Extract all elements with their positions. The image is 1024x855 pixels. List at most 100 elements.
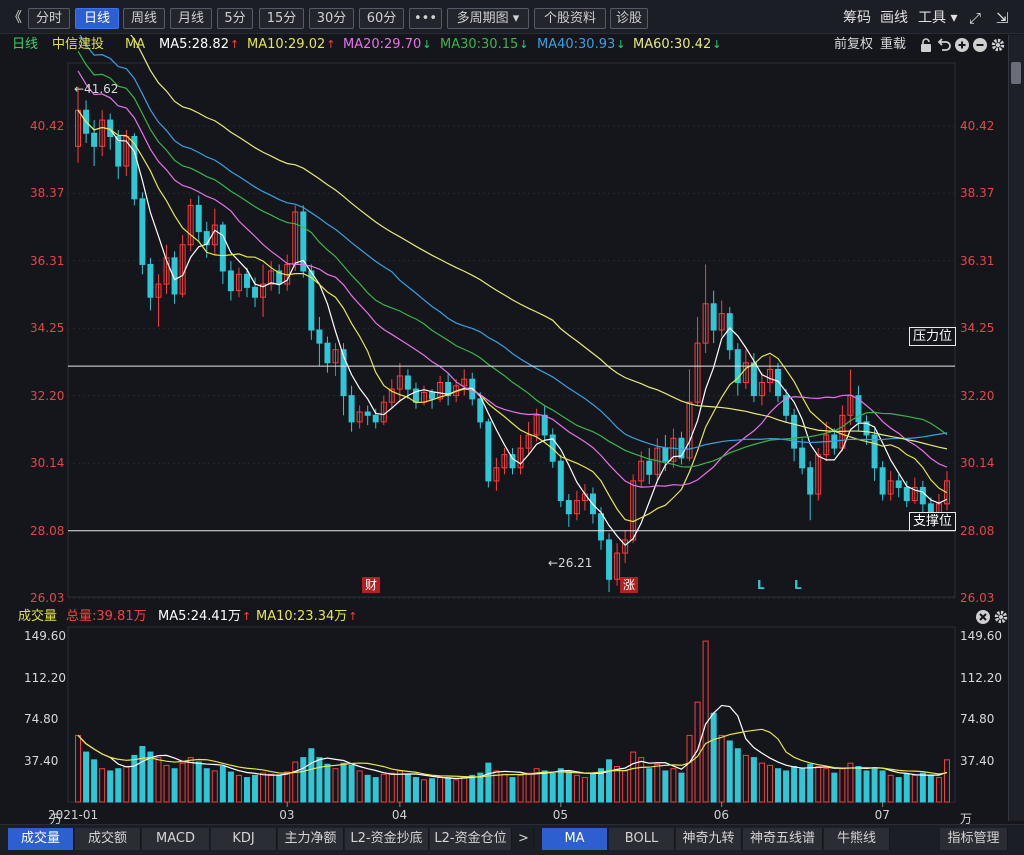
fullscreen-icon[interactable]: ⤢ xyxy=(969,9,982,27)
signal-marker-l2[interactable]: L xyxy=(794,578,802,592)
period-button-daily[interactable]: 日线 xyxy=(75,8,119,29)
candle-body xyxy=(396,375,403,390)
period-button-5min[interactable]: 5分 xyxy=(217,8,253,29)
volume-settings-gear-icon[interactable] xyxy=(993,609,1009,625)
tab-l2-bottom-fishing[interactable]: L2-资金抄底 xyxy=(345,828,429,850)
candle-body xyxy=(485,421,492,482)
tab-indicator-manage[interactable]: 指标管理 xyxy=(940,828,1008,850)
tab-turnover[interactable]: 成交额 xyxy=(75,828,141,850)
ma5-line xyxy=(77,109,948,547)
volume-bar xyxy=(477,772,484,803)
side-panel-handle[interactable] xyxy=(1011,62,1021,84)
lock-icon[interactable] xyxy=(918,37,934,53)
candle-body xyxy=(525,434,532,449)
draw-line-button[interactable]: 画线 xyxy=(880,10,908,26)
candle-body xyxy=(895,480,902,488)
settings-gear-icon[interactable] xyxy=(990,37,1006,53)
legend-ma60: MA60:30.42↓ xyxy=(633,37,722,52)
volume-bar xyxy=(195,761,202,803)
candle-body xyxy=(195,204,202,233)
volume-bar xyxy=(815,765,822,803)
volume-bar xyxy=(461,777,468,803)
period-button-monthly[interactable]: 月线 xyxy=(170,8,212,29)
volume-bar xyxy=(589,773,596,803)
signal-marker-l1[interactable]: L xyxy=(757,578,765,592)
period-button-60min[interactable]: 60分 xyxy=(359,8,404,29)
close-volume-icon[interactable] xyxy=(975,609,991,625)
period-button-intraday[interactable]: 分时 xyxy=(28,8,70,29)
candle-body xyxy=(815,454,822,495)
zoom-in-icon[interactable] xyxy=(954,37,970,53)
chip-distribution-button[interactable]: 筹码 xyxy=(843,10,871,26)
resistance-label: 压力位 xyxy=(909,327,957,346)
multi-period-dropdown[interactable]: 多周期图 ▾ xyxy=(447,8,529,29)
tools-dropdown[interactable]: 工具 ▾ xyxy=(918,10,958,26)
tab-macd[interactable]: MACD xyxy=(142,828,210,850)
candle-body xyxy=(750,362,757,397)
volume-bar xyxy=(565,770,572,803)
volume-bar xyxy=(99,768,106,803)
tab-kdj[interactable]: KDJ xyxy=(211,828,277,850)
diagnose-button[interactable]: 诊股 xyxy=(610,8,648,29)
candle-body xyxy=(252,286,259,298)
candle-body xyxy=(903,486,910,502)
volume-bar xyxy=(541,770,548,803)
tab-l2-position[interactable]: L2-资金仓位 xyxy=(430,828,512,850)
candle-body xyxy=(477,398,484,423)
volume-bar xyxy=(163,764,170,803)
price-adjust-button[interactable]: 前复权 xyxy=(834,37,874,52)
undo-icon[interactable] xyxy=(936,37,952,53)
volume-bar xyxy=(445,777,452,803)
tab-magic-nine[interactable]: 神奇九转 xyxy=(676,828,742,850)
overlay-button[interactable]: 重载 xyxy=(880,37,907,52)
volume-legend: 成交量 总量:39.81万 MA5:24.41万↑ MA10:23.34万↑ xyxy=(0,607,1008,627)
volume-bar xyxy=(276,774,283,803)
volume-bar xyxy=(839,768,846,803)
volume-bar xyxy=(557,768,564,803)
volume-bar xyxy=(131,754,138,803)
volume-bar xyxy=(943,759,950,803)
price-tick-label: 38.37 xyxy=(30,186,65,201)
legend-ma40: MA40:30.93↓ xyxy=(537,37,626,52)
tab-bull-bear[interactable]: 牛熊线 xyxy=(824,828,890,850)
candle-body xyxy=(622,539,629,554)
volume-bar xyxy=(871,768,878,803)
volume-bar xyxy=(123,765,130,803)
period-button-30min[interactable]: 30分 xyxy=(309,8,354,29)
tab-boll[interactable]: BOLL xyxy=(609,828,675,850)
volume-bar xyxy=(235,774,242,803)
stock-info-button[interactable]: 个股资料 xyxy=(534,8,606,29)
candle-body xyxy=(429,391,436,400)
candle-body xyxy=(268,270,275,285)
tab-magic-five-lines[interactable]: 神奇五线谱 xyxy=(743,828,823,850)
candle-body xyxy=(533,414,540,436)
kline-chart[interactable] xyxy=(0,35,1008,821)
volume-bar xyxy=(718,734,725,803)
volume-bar xyxy=(903,773,910,803)
period-button-15min[interactable]: 15分 xyxy=(259,8,304,29)
more-periods-button[interactable]: ••• xyxy=(409,8,442,29)
candle-body xyxy=(855,395,862,423)
volume-tick-label: 万 xyxy=(960,812,973,826)
tab-scroll-right-icon[interactable]: > xyxy=(514,828,534,850)
candle-body xyxy=(807,467,814,495)
price-tick-label: 28.08 xyxy=(960,523,995,538)
expand-icon[interactable]: ⇲ xyxy=(996,9,1009,27)
volume-bar xyxy=(847,762,854,803)
period-button-weekly[interactable]: 周线 xyxy=(123,8,165,29)
tab-volume[interactable]: 成交量 xyxy=(8,828,74,850)
volume-bar xyxy=(791,765,798,803)
tab-ma[interactable]: MA xyxy=(542,828,608,850)
indicator-tab-bar: 成交量 成交额 MACD KDJ 主力净额 L2-资金抄底 L2-资金仓位 > … xyxy=(0,824,1024,855)
legend-ma-label[interactable]: MA xyxy=(125,37,146,52)
zoom-out-icon[interactable] xyxy=(972,37,988,53)
collapse-icon[interactable]: 《 xyxy=(8,10,22,26)
side-panel-strip[interactable] xyxy=(1008,35,1024,821)
volume-title[interactable]: 成交量 xyxy=(18,609,58,624)
limit-up-event-marker[interactable]: 涨 xyxy=(620,577,638,593)
volume-bar xyxy=(662,770,669,803)
tab-main-net[interactable]: 主力净额 xyxy=(278,828,344,850)
finance-event-marker[interactable]: 财 xyxy=(362,577,380,593)
ma20-line xyxy=(77,70,948,488)
volume-bar xyxy=(147,751,154,803)
